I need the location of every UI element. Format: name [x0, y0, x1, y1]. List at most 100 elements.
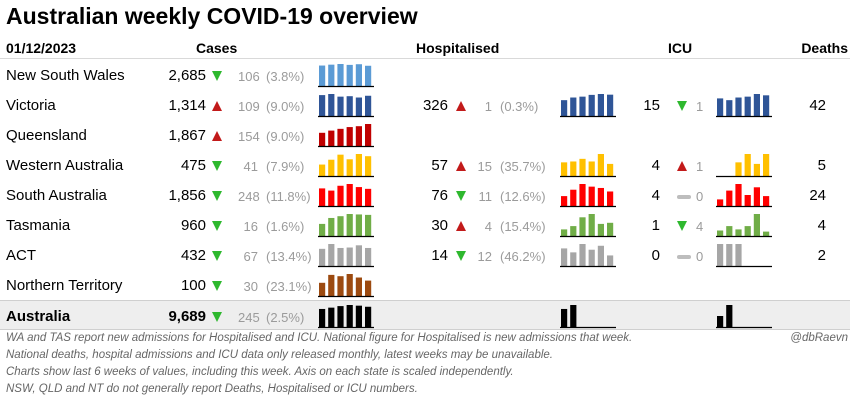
- hospitalised-sparkline: [560, 184, 616, 208]
- spark-bar: [753, 187, 760, 206]
- spark-bar: [337, 247, 344, 266]
- cases-value: 9,689: [168, 308, 206, 325]
- column-header-deaths: Deaths: [801, 40, 848, 56]
- spark-bar: [337, 216, 344, 236]
- cases-value: 1,867: [168, 127, 206, 144]
- spark-bar: [346, 214, 353, 236]
- cases-change: 41: [243, 159, 258, 174]
- footnote-4: NSW, QLD and NT do not generally report …: [6, 383, 418, 395]
- spark-bar: [337, 128, 344, 146]
- spark-bar: [319, 132, 326, 146]
- table-row: Northern Territory 100 30 (23.1%): [0, 270, 850, 300]
- cases-change-down-arrow-icon: [212, 71, 222, 81]
- spark-bar: [763, 231, 770, 236]
- spark-bar: [735, 162, 742, 176]
- hospitalised-change-up-arrow-icon: [456, 161, 466, 171]
- icu-change: 0: [696, 189, 704, 204]
- icu-value: 1: [651, 217, 660, 234]
- spark-bar: [570, 252, 577, 266]
- cases-value: 1,314: [168, 97, 206, 114]
- spark-bar: [365, 95, 372, 116]
- spark-bar: [337, 154, 344, 176]
- spark-bar: [365, 124, 372, 146]
- deaths-value: 4: [817, 217, 826, 234]
- spark-bar: [597, 154, 604, 176]
- state-name: Australia: [6, 308, 71, 325]
- table-row: South Australia 1,856 248 (11.8%) 76 11 (12.6%…: [0, 180, 850, 210]
- spark-bar: [328, 159, 335, 176]
- spark-bar: [579, 217, 586, 236]
- cases-change-percent: (7.9%): [266, 159, 305, 174]
- spark-bar: [607, 191, 614, 206]
- spark-bar: [328, 190, 335, 206]
- hospitalised-change-percent: (35.7%): [500, 159, 546, 174]
- page-title: Australian weekly COVID-19 overview: [6, 3, 418, 29]
- spark-bar: [365, 306, 372, 327]
- spark-bar: [726, 100, 733, 116]
- spark-bar: [561, 248, 568, 266]
- icu-change-down-arrow-icon: [677, 101, 687, 111]
- hospitalised-sparkline: [560, 154, 616, 178]
- icu-sparkline: [716, 244, 772, 268]
- spark-bar: [607, 163, 614, 176]
- icu-value: 0: [651, 247, 660, 264]
- spark-bar: [579, 244, 586, 266]
- table-row: Queensland 1,867 154 (9.0%): [0, 120, 850, 150]
- spark-bar: [597, 94, 604, 116]
- hospitalised-change: 11: [478, 189, 493, 204]
- hospitalised-change: 12: [477, 249, 492, 264]
- spark-bar: [337, 276, 344, 296]
- spark-bar: [597, 187, 604, 206]
- cases-change-percent: (9.0%): [266, 99, 305, 114]
- spark-bar: [328, 130, 335, 146]
- spark-bar: [346, 274, 353, 296]
- spark-bar: [346, 64, 353, 86]
- hospitalised-sparkline: [560, 244, 616, 268]
- spark-bar: [346, 305, 353, 327]
- spark-bar: [726, 244, 733, 266]
- cases-change-percent: (2.5%): [266, 310, 305, 325]
- cases-change-down-arrow-icon: [212, 312, 222, 322]
- spark-bar: [717, 230, 724, 236]
- hospitalised-value: 57: [431, 157, 448, 174]
- spark-bar: [735, 229, 742, 236]
- hospitalised-change: 15: [477, 159, 492, 174]
- icu-value: 15: [643, 97, 660, 114]
- spark-bar: [726, 305, 733, 327]
- footnote-1: WA and TAS report new admissions for Hos…: [6, 332, 633, 344]
- cases-value: 2,685: [168, 67, 206, 84]
- cases-change: 248: [238, 189, 260, 204]
- spark-bar: [355, 154, 362, 176]
- spark-bar: [337, 64, 344, 86]
- cases-change: 109: [238, 99, 260, 114]
- spark-bar: [570, 161, 577, 176]
- icu-change: 1: [696, 159, 704, 174]
- spark-bar: [365, 214, 372, 236]
- spark-bar: [744, 226, 751, 236]
- spark-bar: [355, 97, 362, 116]
- spark-bar: [561, 162, 568, 176]
- hospitalised-value: 326: [422, 97, 448, 114]
- cases-sparkline: [318, 184, 374, 208]
- spark-bar: [597, 245, 604, 266]
- state-name: Northern Territory: [6, 277, 123, 294]
- spark-bar: [763, 196, 770, 206]
- spark-bar: [588, 161, 595, 176]
- spark-bar: [561, 196, 568, 206]
- cases-sparkline: [318, 94, 374, 118]
- table-row: Victoria 1,314 109 (9.0%) 326 1 (0.3%) 15 1 42: [0, 90, 850, 120]
- cases-change-percent: (11.8%): [266, 189, 311, 204]
- spark-bar: [319, 223, 326, 236]
- spark-bar: [579, 96, 586, 116]
- spark-bar: [319, 282, 326, 296]
- hospitalised-sparkline: [560, 214, 616, 238]
- cases-change: 67: [243, 249, 258, 264]
- hospitalised-change-percent: (46.2%): [500, 249, 546, 264]
- header-divider: [0, 58, 850, 59]
- hospitalised-value: 30: [431, 217, 448, 234]
- icu-sparkline: [716, 94, 772, 118]
- cases-change-percent: (9.0%): [266, 129, 305, 144]
- column-header-icu: ICU: [668, 40, 693, 56]
- spark-bar: [753, 214, 760, 236]
